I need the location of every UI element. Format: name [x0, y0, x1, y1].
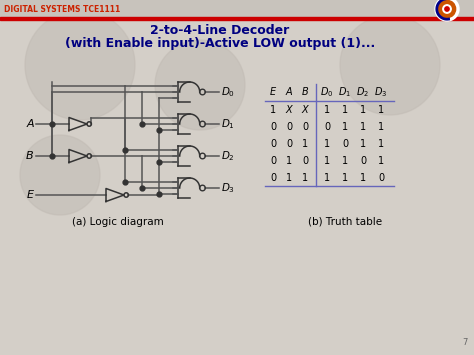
Text: DIGITAL SYSTEMS TCE1111: DIGITAL SYSTEMS TCE1111	[4, 5, 120, 13]
Text: E: E	[27, 190, 34, 200]
Text: B: B	[26, 151, 34, 161]
Text: 1: 1	[378, 105, 384, 115]
Text: B: B	[301, 87, 309, 97]
Text: $D_2$: $D_2$	[356, 85, 370, 99]
Text: 7: 7	[463, 338, 468, 347]
Circle shape	[155, 40, 245, 130]
Text: 1: 1	[378, 139, 384, 149]
Text: $D_1$: $D_1$	[221, 117, 235, 131]
Text: $D_0$: $D_0$	[221, 85, 236, 99]
Bar	[0, 0, 474, 17]
Text: 0: 0	[286, 139, 292, 149]
Text: 0: 0	[324, 122, 330, 132]
Text: 1: 1	[324, 173, 330, 183]
Text: 0: 0	[302, 122, 308, 132]
Text: 1: 1	[360, 139, 366, 149]
Text: $D_1$: $D_1$	[338, 85, 352, 99]
Text: 1: 1	[360, 173, 366, 183]
Text: X: X	[286, 105, 292, 115]
Text: (b) Truth table: (b) Truth table	[308, 217, 382, 227]
Text: 1: 1	[324, 105, 330, 115]
Text: (a) Logic diagram: (a) Logic diagram	[72, 217, 164, 227]
Text: $D_3$: $D_3$	[374, 85, 388, 99]
Text: 0: 0	[270, 156, 276, 166]
Text: X: X	[301, 105, 308, 115]
Text: 1: 1	[324, 139, 330, 149]
Text: 1: 1	[360, 122, 366, 132]
Text: A: A	[26, 119, 34, 129]
Text: $D_0$: $D_0$	[320, 85, 334, 99]
Text: 0: 0	[378, 173, 384, 183]
Circle shape	[20, 135, 100, 215]
Text: 1: 1	[324, 156, 330, 166]
Text: $D_2$: $D_2$	[221, 149, 235, 163]
Text: 1: 1	[360, 105, 366, 115]
Text: 1: 1	[286, 156, 292, 166]
Text: 0: 0	[342, 139, 348, 149]
Text: 1: 1	[378, 122, 384, 132]
Text: 0: 0	[302, 156, 308, 166]
Text: A: A	[286, 87, 292, 97]
Circle shape	[340, 15, 440, 115]
Text: 1: 1	[302, 173, 308, 183]
Text: 0: 0	[270, 122, 276, 132]
Text: $D_3$: $D_3$	[221, 181, 236, 195]
Circle shape	[443, 5, 451, 13]
Circle shape	[445, 7, 449, 11]
Text: 1: 1	[342, 122, 348, 132]
Text: 0: 0	[286, 122, 292, 132]
Text: 1: 1	[270, 105, 276, 115]
Text: E: E	[270, 87, 276, 97]
Text: 1: 1	[342, 105, 348, 115]
Text: 1: 1	[342, 156, 348, 166]
Text: 0: 0	[270, 139, 276, 149]
Circle shape	[438, 0, 456, 18]
Text: (with Enable input)-Active LOW output (1)...: (with Enable input)-Active LOW output (1…	[65, 37, 375, 49]
Text: 0: 0	[360, 156, 366, 166]
Text: 1: 1	[342, 173, 348, 183]
Circle shape	[25, 10, 135, 120]
Text: 1: 1	[286, 173, 292, 183]
Text: 0: 0	[270, 173, 276, 183]
Bar	[0, 17, 474, 20]
Circle shape	[435, 0, 459, 21]
Text: 2-to-4-Line Decoder: 2-to-4-Line Decoder	[150, 24, 290, 38]
Text: 1: 1	[302, 139, 308, 149]
Text: 1: 1	[378, 156, 384, 166]
